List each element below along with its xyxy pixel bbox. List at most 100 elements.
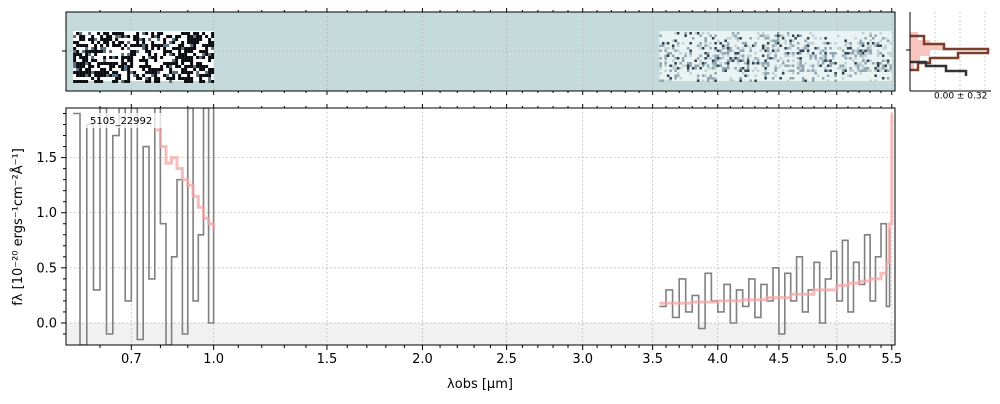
image-pixel — [694, 67, 697, 70]
image-pixel — [79, 71, 83, 74]
image-pixel — [202, 32, 206, 35]
image-pixel — [145, 44, 149, 47]
image-pixel — [811, 54, 815, 57]
image-pixel — [160, 65, 164, 68]
image-pixel — [124, 62, 128, 65]
image-pixel — [756, 32, 760, 35]
image-pixel — [689, 72, 692, 75]
image-pixel — [85, 50, 89, 53]
image-pixel — [761, 44, 765, 47]
image-pixel — [130, 53, 134, 56]
image-pixel — [726, 37, 730, 40]
image-pixel — [714, 72, 717, 75]
image-pixel — [112, 32, 116, 35]
image-pixel — [172, 77, 176, 80]
histogram-annotation: 0.00 ± 0.32 — [934, 92, 987, 102]
image-pixel — [736, 69, 740, 72]
image-pixel — [861, 54, 865, 57]
image-pixel — [100, 71, 104, 74]
image-pixel — [789, 42, 792, 45]
image-pixel — [719, 64, 722, 67]
image-pixel — [886, 39, 890, 42]
image-pixel — [749, 49, 752, 52]
image-pixel — [689, 49, 692, 52]
image-pixel — [106, 38, 110, 41]
image-pixel — [851, 49, 855, 52]
image-pixel — [208, 41, 212, 44]
image-pixel — [157, 47, 161, 50]
image-pixel — [731, 59, 735, 62]
image-pixel — [826, 69, 830, 72]
image-pixel — [734, 34, 737, 37]
image-pixel — [761, 54, 765, 57]
image-pixel — [205, 53, 209, 56]
image-pixel — [731, 34, 735, 37]
image-pixel — [88, 71, 92, 74]
image-pixel — [859, 72, 862, 75]
image-pixel — [115, 32, 119, 35]
image-pixel — [844, 52, 847, 55]
spectrum-point — [148, 278, 149, 279]
image-pixel — [666, 52, 670, 55]
image-pixel — [142, 59, 146, 62]
image-pixel — [211, 44, 215, 47]
image-pixel — [112, 65, 116, 68]
image-pixel — [814, 47, 817, 50]
image-pixel — [196, 65, 200, 68]
image-pixel — [211, 68, 215, 71]
spectrum-point — [790, 300, 791, 301]
spectrum-point — [112, 135, 113, 136]
image-pixel — [809, 32, 812, 35]
image-pixel — [124, 65, 128, 68]
image-pixel — [806, 37, 810, 40]
image-pixel — [664, 59, 667, 62]
image-pixel — [169, 71, 173, 74]
image-pixel — [804, 39, 807, 42]
model-point — [813, 289, 814, 290]
image-pixel — [73, 59, 77, 62]
x-tick-label: 4.0 — [707, 352, 728, 367]
image-pixel — [721, 67, 725, 70]
image-pixel — [859, 62, 862, 65]
image-pixel — [79, 62, 83, 65]
image-pixel — [859, 64, 862, 67]
image-pixel — [73, 80, 77, 83]
image-pixel — [79, 38, 83, 41]
image-pixel — [118, 35, 122, 38]
spectrum-point — [796, 256, 797, 257]
image-pixel — [669, 64, 672, 67]
image-pixel — [121, 41, 125, 44]
image-pixel — [879, 62, 882, 65]
image-pixel — [199, 80, 203, 83]
image-pixel — [701, 74, 705, 77]
image-pixel — [884, 44, 887, 47]
image-pixel — [821, 57, 825, 60]
image-pixel — [100, 35, 104, 38]
image-pixel — [671, 59, 675, 62]
image-pixel — [886, 77, 890, 80]
model-point — [790, 294, 791, 295]
image-pixel — [804, 62, 807, 65]
image-pixel — [674, 49, 677, 52]
image-pixel — [178, 50, 182, 53]
image-pixel — [666, 47, 670, 50]
image-pixel — [711, 64, 715, 67]
image-pixel — [187, 71, 191, 74]
image-pixel — [704, 62, 707, 65]
image-pixel — [841, 54, 845, 57]
image-pixel — [684, 64, 687, 67]
image-pixel — [686, 62, 690, 65]
image-pixel — [736, 57, 740, 60]
image-pixel — [774, 42, 777, 45]
image-pixel — [876, 62, 880, 65]
image-pixel — [799, 52, 802, 55]
image-pixel — [118, 77, 122, 80]
image-pixel — [85, 68, 89, 71]
spectrum-point — [842, 240, 843, 241]
image-pixel — [100, 74, 104, 77]
image-pixel — [169, 68, 173, 71]
image-pixel — [714, 54, 717, 57]
image-pixel — [205, 74, 209, 77]
image-pixel — [85, 47, 89, 50]
image-pixel — [79, 65, 83, 68]
